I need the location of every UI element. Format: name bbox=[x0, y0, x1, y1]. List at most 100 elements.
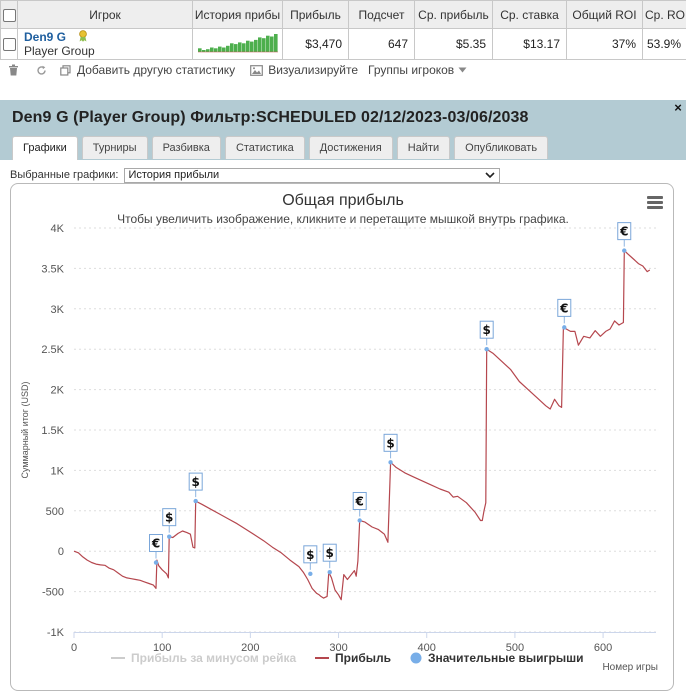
tab-statistics[interactable]: Статистика bbox=[224, 136, 305, 159]
big-win-flag[interactable]: $ bbox=[322, 543, 337, 575]
tab-find[interactable]: Найти bbox=[396, 136, 451, 159]
big-win-flag[interactable]: € bbox=[617, 222, 632, 253]
sparkline-bar bbox=[229, 42, 234, 52]
big-win-flag-label: € bbox=[151, 537, 160, 551]
big-win-flag[interactable]: $ bbox=[188, 472, 203, 504]
chart-subtitle: Чтобы увеличить изображение, кликните и … bbox=[117, 212, 569, 226]
x-tick-label: 100 bbox=[153, 642, 171, 654]
col-header-avg-stake[interactable]: Ср. ставка bbox=[492, 0, 567, 29]
big-win-flag[interactable]: € bbox=[352, 491, 367, 523]
legend-item-profit[interactable]: Прибыль bbox=[315, 651, 391, 665]
y-tick-label: -1K bbox=[47, 627, 65, 639]
big-win-flag[interactable]: $ bbox=[162, 508, 177, 539]
sparkline-bar bbox=[261, 37, 266, 52]
big-win-flag-label: $ bbox=[386, 436, 394, 450]
caret-down-icon bbox=[458, 67, 467, 73]
avg-profit-value: $5.35 bbox=[414, 28, 493, 60]
col-header-profit[interactable]: Прибыль bbox=[282, 0, 349, 29]
sparkline-bar bbox=[249, 41, 254, 52]
big-win-marker bbox=[167, 534, 172, 539]
player-group: Player Group bbox=[24, 44, 95, 58]
player-groups-label: Группы игроков bbox=[368, 63, 455, 77]
sparkline-bar bbox=[273, 33, 278, 52]
achievement-icon bbox=[79, 30, 88, 42]
player-name-link[interactable]: Den9 G bbox=[24, 30, 67, 44]
legend-label: Прибыль bbox=[335, 651, 391, 665]
col-header-player[interactable]: Игрок bbox=[17, 0, 193, 29]
chart-selector-label: Выбранные графики: bbox=[10, 169, 119, 181]
y-tick-label: 0 bbox=[58, 546, 64, 558]
sparkline-bar bbox=[201, 49, 206, 52]
big-win-flag-box bbox=[557, 298, 572, 317]
legend-label: Значительные выигрыши bbox=[428, 651, 584, 665]
row-checkbox[interactable] bbox=[0, 28, 18, 60]
col-header-profit-history[interactable]: История прибы bbox=[192, 0, 283, 29]
sparkline-bar bbox=[213, 47, 218, 52]
sparkline-bar bbox=[269, 36, 274, 52]
y-tick-label: 1K bbox=[51, 465, 65, 477]
legend-item-big-wins[interactable]: Значительные выигрыши bbox=[410, 651, 584, 665]
copy-icon bbox=[58, 63, 72, 77]
legend-label: Прибыль за минусом рейка bbox=[131, 651, 296, 665]
big-win-flag-box bbox=[188, 472, 203, 491]
sparkline-bar bbox=[209, 47, 214, 52]
x-tick-label: 500 bbox=[506, 642, 524, 654]
y-tick-label: 500 bbox=[46, 506, 64, 518]
trash-icon[interactable] bbox=[6, 63, 20, 77]
tab-achievements[interactable]: Достижения bbox=[308, 136, 393, 159]
col-header-avg-roi[interactable]: Ср. ROI bbox=[642, 0, 686, 29]
big-win-marker bbox=[357, 518, 362, 523]
big-win-flag[interactable]: € bbox=[149, 534, 164, 565]
big-win-flag-box bbox=[352, 491, 367, 510]
big-win-flag[interactable]: € bbox=[557, 298, 572, 330]
big-win-flag-label: € bbox=[619, 225, 628, 239]
y-tick-label: 2K bbox=[51, 385, 65, 397]
tab-breakdown[interactable]: Разбивка bbox=[151, 136, 221, 159]
player-groups-dropdown[interactable]: Группы игроков bbox=[368, 63, 467, 77]
total-roi-value: 37% bbox=[566, 28, 643, 60]
refresh-icon[interactable] bbox=[34, 63, 48, 77]
profit-chart[interactable]: Общая прибыль Чтобы увеличить изображение… bbox=[11, 184, 674, 691]
chart-menu-icon[interactable] bbox=[647, 196, 665, 210]
y-tick-label: 1.5K bbox=[41, 425, 64, 437]
x-tick-label: 400 bbox=[418, 642, 436, 654]
big-win-flag-label: $ bbox=[483, 323, 491, 337]
table-header-row: Игрок История прибы Прибыль Подсчет Ср. … bbox=[0, 0, 686, 29]
big-win-flag[interactable]: $ bbox=[479, 320, 494, 352]
y-tick-label: -500 bbox=[42, 587, 64, 599]
col-header-total-roi[interactable]: Общий ROI bbox=[566, 0, 643, 29]
sparkline-bar bbox=[257, 36, 262, 52]
chart-select[interactable]: История прибыли bbox=[124, 167, 501, 183]
x-tick-label: 300 bbox=[329, 642, 347, 654]
big-win-flag-label: € bbox=[559, 301, 568, 315]
tab-publish[interactable]: Опубликовать bbox=[454, 136, 549, 159]
legend-item-profit-minus-rake[interactable]: Прибыль за минусом рейка bbox=[111, 651, 296, 665]
y-tick-label: 2.5K bbox=[41, 344, 64, 356]
chart-container[interactable]: Общая прибыль Чтобы увеличить изображение… bbox=[10, 183, 674, 691]
table-row[interactable]: Den9 G Player Group $3,470 647 $5.35 $13… bbox=[0, 28, 686, 60]
close-icon[interactable]: × bbox=[674, 100, 682, 115]
sparkline-bar bbox=[217, 46, 222, 52]
big-win-flag-box bbox=[162, 508, 177, 527]
col-header-count[interactable]: Подсчет bbox=[348, 0, 415, 29]
tab-charts[interactable]: Графики bbox=[12, 136, 78, 160]
big-win-flag-label: $ bbox=[326, 546, 334, 560]
player-dialog: Den9 G (Player Group) Фильтр:SCHEDULED 0… bbox=[0, 100, 686, 700]
big-win-flag[interactable]: $ bbox=[383, 433, 398, 465]
chevron-down-icon bbox=[485, 171, 496, 178]
player-cell: Den9 G Player Group bbox=[17, 28, 193, 60]
profit-value: $3,470 bbox=[282, 28, 349, 60]
select-all-checkbox[interactable] bbox=[0, 0, 18, 29]
visualize-button[interactable]: Визуализируйте bbox=[249, 63, 358, 77]
sparkline-bar bbox=[197, 47, 202, 52]
big-win-flag-box bbox=[617, 222, 632, 241]
count-value: 647 bbox=[348, 28, 415, 60]
tab-tournaments[interactable]: Турниры bbox=[81, 136, 148, 159]
add-stats-button[interactable]: Добавить другую статистику bbox=[58, 63, 235, 77]
chart-title: Общая прибыль bbox=[282, 192, 404, 209]
big-win-flag[interactable]: $ bbox=[303, 545, 318, 577]
col-header-avg-profit[interactable]: Ср. прибыль bbox=[414, 0, 493, 29]
x-axis-title: Номер игры bbox=[602, 662, 658, 673]
profit-history-sparkline[interactable] bbox=[192, 28, 283, 60]
visualize-label: Визуализируйте bbox=[268, 63, 358, 77]
